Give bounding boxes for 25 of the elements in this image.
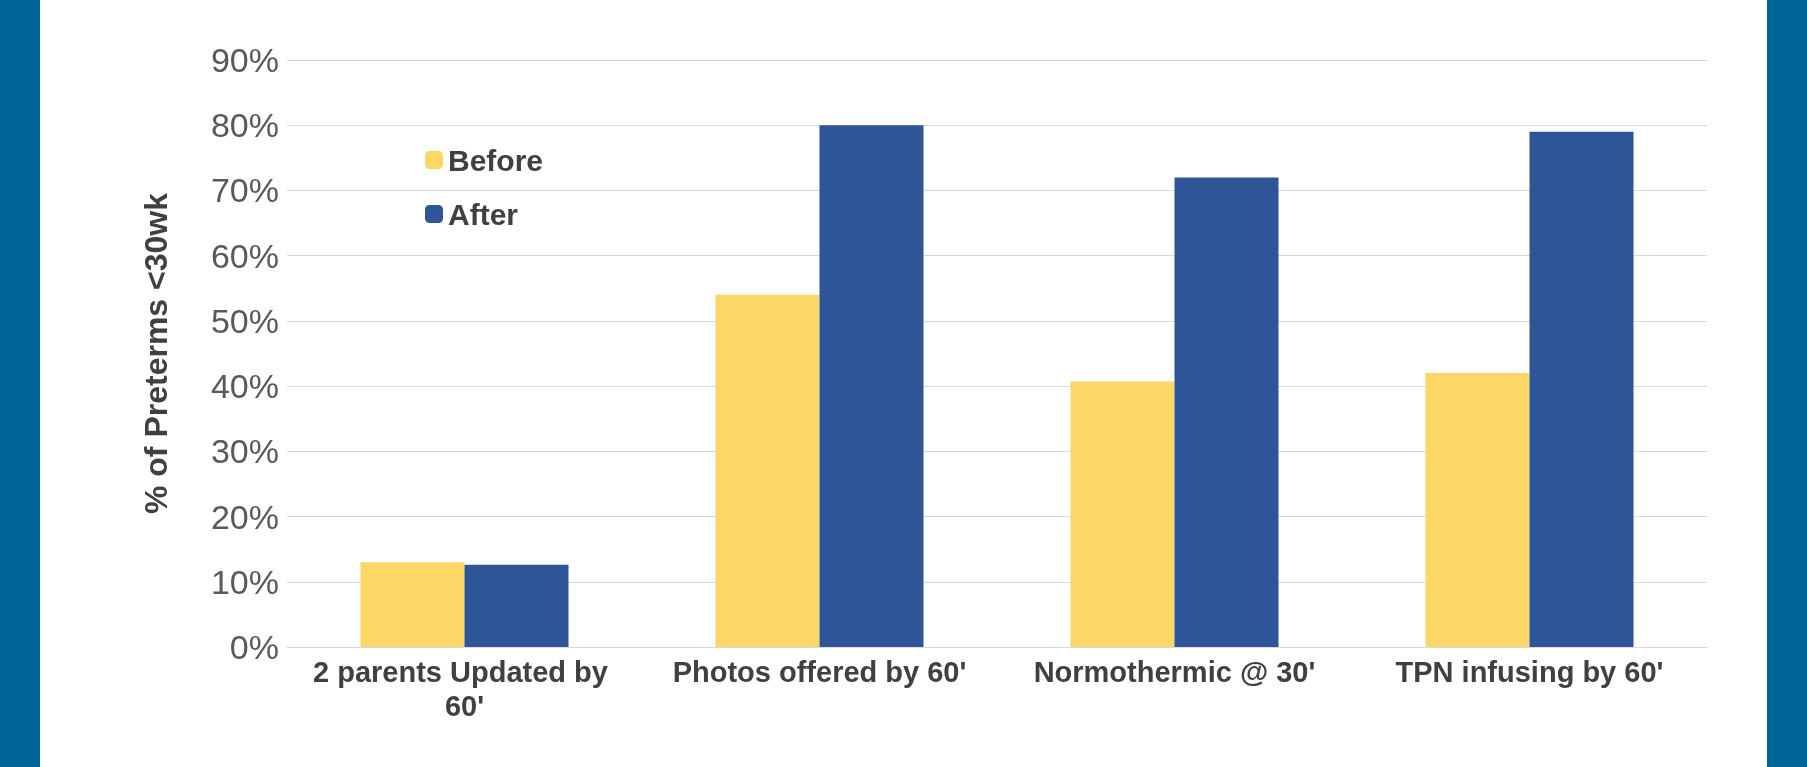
bar (1529, 131, 1634, 647)
x-tick-label: Normothermic @ 30' (1033, 656, 1316, 688)
x-tick-label: TPN infusing by 60' (1395, 656, 1664, 688)
x-tick-label: Photos offered by 60' (672, 656, 967, 688)
bar (360, 562, 465, 647)
y-tick-label: 70% (210, 171, 279, 210)
y-tick-label: 10% (210, 562, 279, 601)
legend-label: After (448, 197, 519, 231)
legend-label: Before (448, 143, 544, 177)
bar (464, 564, 569, 647)
x-tick-label: 2 parents Updated by 60' (313, 656, 616, 722)
y-tick-label: 50% (210, 301, 279, 340)
y-axis-title: % of Preterms <30wk (138, 192, 174, 515)
bar (1070, 381, 1175, 647)
bar (1174, 177, 1279, 647)
bar (715, 294, 820, 647)
y-tick-label: 90% (210, 41, 279, 79)
y-tick-label: 80% (210, 106, 279, 145)
y-tick-label: 0% (229, 628, 279, 666)
y-tick-label: 30% (210, 432, 279, 471)
y-tick-label: 60% (210, 236, 279, 275)
y-tick-label: 40% (210, 367, 279, 406)
y-tick-label: 20% (210, 497, 279, 536)
bar (819, 125, 924, 647)
bar (1425, 373, 1530, 647)
